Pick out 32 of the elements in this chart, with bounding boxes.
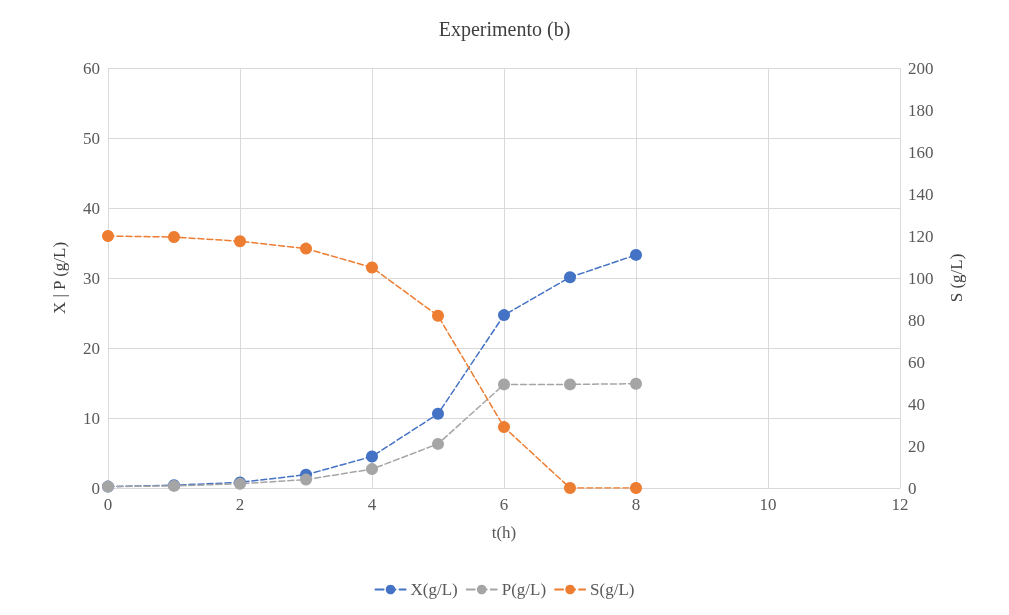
- y-tick-label: 40: [83, 198, 100, 218]
- y2-tick-label: 0: [908, 478, 917, 498]
- y-tick-label: 30: [83, 268, 100, 288]
- legend-label: S(g/L): [590, 580, 635, 599]
- y2-tick-label: 140: [908, 184, 934, 204]
- chart-title: Experimento (b): [438, 18, 571, 41]
- x-axis-title: t(h): [491, 523, 517, 542]
- y-tick-label: 0: [91, 478, 100, 498]
- legend-label: X(g/L): [410, 580, 458, 599]
- y2-axis-title: S (g/L): [947, 253, 966, 303]
- x-tick-label: 0: [103, 495, 113, 514]
- x-tick-label: 12: [891, 495, 909, 514]
- y-tick-label: 20: [83, 338, 100, 358]
- y2-tick-label: 120: [908, 226, 934, 246]
- x-tick-label: 8: [631, 495, 641, 514]
- y2-tick-label: 20: [908, 436, 925, 456]
- y-tick-label: 50: [83, 128, 100, 148]
- x-tick-label: 10: [759, 495, 777, 514]
- y2-tick-label: 40: [908, 394, 925, 414]
- y2-tick-label: 100: [908, 268, 934, 288]
- y-axis-title: X | P (g/L): [50, 241, 69, 315]
- x-tick-label: 6: [499, 495, 509, 514]
- y2-tick-label: 160: [908, 142, 934, 162]
- x-tick-label: 4: [367, 495, 377, 514]
- y2-tick-label: 80: [908, 310, 925, 330]
- y2-tick-label: 200: [908, 58, 934, 78]
- y-tick-label: 10: [83, 408, 100, 428]
- x-tick-label: 2: [235, 495, 245, 514]
- y-tick-label: 60: [83, 58, 100, 78]
- legend-label: P(g/L): [501, 580, 547, 599]
- y2-tick-label: 60: [908, 352, 925, 372]
- y2-tick-label: 180: [908, 100, 934, 120]
